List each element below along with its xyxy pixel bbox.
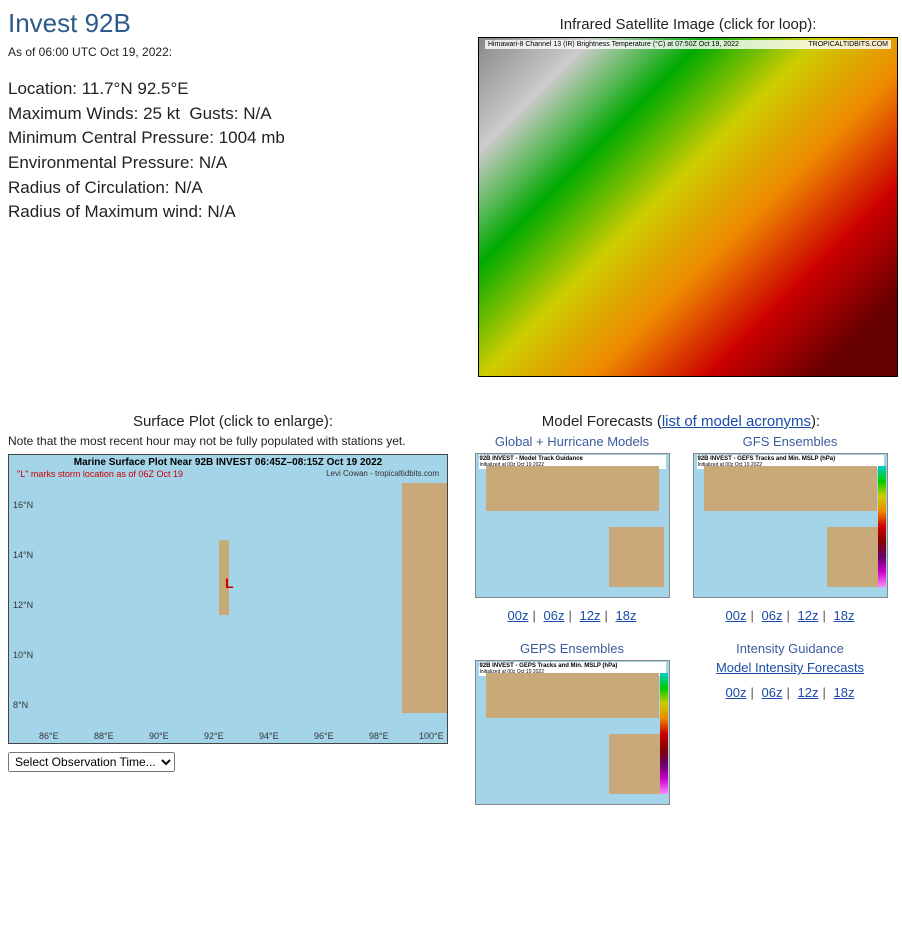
stat-rmw: Radius of Maximum wind: N/A xyxy=(8,200,468,225)
stat-envp: Environmental Pressure: N/A xyxy=(8,151,468,176)
stat-roc: Radius of Circulation: N/A xyxy=(8,176,468,201)
gfs-06z-link[interactable]: 06z xyxy=(762,608,783,623)
intensity-12z-link[interactable]: 12z xyxy=(798,685,819,700)
intensity-06z-link[interactable]: 06z xyxy=(762,685,783,700)
gfs-ensembles-image[interactable]: 92B INVEST - GEFS Tracks and Min. MSLP (… xyxy=(693,453,888,598)
surface-map-sub: "L" marks storm location as of 06Z Oct 1… xyxy=(17,469,183,479)
surface-map-title: Marine Surface Plot Near 92B INVEST 06:4… xyxy=(9,457,447,468)
intensity-18z-link[interactable]: 18z xyxy=(833,685,854,700)
global-models-label: Global + Hurricane Models xyxy=(468,434,676,449)
intensity-time-links: 00z| 06z| 12z| 18z xyxy=(686,685,894,700)
models-title: Model Forecasts (list of model acronyms)… xyxy=(468,413,894,430)
surface-map-attr: Levi Cowan - tropicaltidbits.com xyxy=(326,469,439,478)
surface-title: Surface Plot (click to enlarge): xyxy=(8,413,458,430)
intensity-label: Intensity Guidance xyxy=(686,641,894,656)
global-12z-link[interactable]: 12z xyxy=(580,608,601,623)
as-of-time: As of 06:00 UTC Oct 19, 2022: xyxy=(8,45,468,59)
satellite-title: Infrared Satellite Image (click for loop… xyxy=(478,16,898,33)
gfs-ensembles-label: GFS Ensembles xyxy=(686,434,894,449)
intensity-forecasts-link[interactable]: Model Intensity Forecasts xyxy=(716,660,864,675)
global-06z-link[interactable]: 06z xyxy=(544,608,565,623)
global-time-links: 00z| 06z| 12z| 18z xyxy=(468,608,676,623)
global-models-image[interactable]: 92B INVEST - Model Track GuidanceInitial… xyxy=(475,453,670,598)
gfs-12z-link[interactable]: 12z xyxy=(798,608,819,623)
geps-ensembles-image[interactable]: 92B INVEST - GEPS Tracks and Min. MSLP (… xyxy=(475,660,670,805)
gfs-time-links: 00z| 06z| 12z| 18z xyxy=(686,608,894,623)
observation-time-select[interactable]: Select Observation Time... xyxy=(8,752,175,772)
gfs-00z-link[interactable]: 00z xyxy=(726,608,747,623)
satellite-image[interactable]: Himawari-8 Channel 13 (IR) Brightness Te… xyxy=(478,37,898,377)
geps-ensembles-label: GEPS Ensembles xyxy=(468,641,676,656)
surface-note: Note that the most recent hour may not b… xyxy=(8,434,458,448)
gfs-18z-link[interactable]: 18z xyxy=(833,608,854,623)
global-00z-link[interactable]: 00z xyxy=(508,608,529,623)
stat-location: Location: 11.7°N 92.5°E xyxy=(8,77,468,102)
sat-caption-right: TROPICALTIDBITS.COM xyxy=(808,41,888,48)
stat-maxwinds: Maximum Winds: 25 kt Gusts: N/A xyxy=(8,102,468,127)
intensity-00z-link[interactable]: 00z xyxy=(726,685,747,700)
global-18z-link[interactable]: 18z xyxy=(615,608,636,623)
storm-marker: L xyxy=(225,575,234,591)
page-title: Invest 92B xyxy=(8,8,468,39)
acronyms-link[interactable]: list of model acronyms xyxy=(662,413,811,430)
sat-caption-left: Himawari-8 Channel 13 (IR) Brightness Te… xyxy=(488,41,739,48)
surface-map[interactable]: Marine Surface Plot Near 92B INVEST 06:4… xyxy=(8,454,448,744)
stat-mincp: Minimum Central Pressure: 1004 mb xyxy=(8,126,468,151)
